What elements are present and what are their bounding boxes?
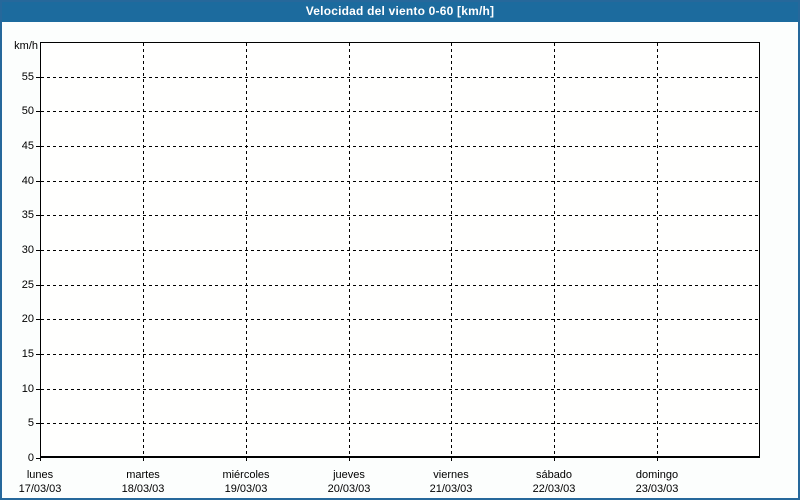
y-gridline (41, 215, 759, 216)
x-day-label: domingo (635, 469, 679, 481)
y-gridline (41, 146, 759, 147)
y-tick-label: 35 (21, 209, 34, 221)
x-day-label: viernes (433, 469, 469, 481)
y-tick (36, 285, 40, 286)
x-tick (554, 458, 555, 461)
y-tick (36, 319, 40, 320)
y-tick-label: 30 (21, 244, 34, 256)
x-date-label: 19/03/03 (224, 483, 268, 495)
x-tick (40, 458, 41, 461)
x-date-label: 18/03/03 (121, 483, 165, 495)
y-tick (36, 181, 40, 182)
x-day-label: jueves (333, 469, 365, 481)
y-tick (36, 389, 40, 390)
y-tick (36, 77, 40, 78)
x-gridline (554, 43, 555, 456)
y-tick-label: 10 (21, 383, 34, 395)
y-gridline (41, 389, 759, 390)
chart-title-bar: Velocidad del viento 0-60 [km/h] (0, 0, 800, 22)
y-tick-label: 20 (21, 313, 34, 325)
y-tick-label: 15 (21, 348, 34, 360)
x-date-label: 21/03/03 (429, 483, 473, 495)
x-day-label: martes (126, 469, 160, 481)
x-date-label: 17/03/03 (18, 483, 62, 495)
y-tick (36, 250, 40, 251)
y-gridline (41, 319, 759, 320)
y-tick-label: 25 (21, 279, 34, 291)
x-gridline (143, 43, 144, 456)
x-gridline (349, 43, 350, 456)
y-gridline (41, 285, 759, 286)
x-gridline (451, 43, 452, 456)
y-tick-label: 0 (27, 452, 34, 464)
x-tick (246, 458, 247, 461)
y-tick (36, 215, 40, 216)
x-day-label: lunes (26, 469, 54, 481)
y-tick (36, 423, 40, 424)
x-date-label: 20/03/03 (327, 483, 371, 495)
x-gridline (246, 43, 247, 456)
x-tick (657, 458, 658, 461)
x-date-label: 22/03/03 (532, 483, 576, 495)
x-tick (143, 458, 144, 461)
x-date-label: 23/03/03 (635, 483, 679, 495)
x-day-label: miércoles (222, 469, 270, 481)
y-tick (36, 146, 40, 147)
x-tick (349, 458, 350, 461)
y-gridline (41, 423, 759, 424)
chart-title: Velocidad del viento 0-60 [km/h] (305, 4, 495, 18)
y-axis-unit-label: km/h (14, 40, 38, 52)
y-tick-label: 45 (21, 140, 34, 152)
y-gridline (41, 181, 759, 182)
y-tick-label: 55 (21, 71, 34, 83)
y-tick-label: 5 (27, 417, 34, 429)
y-tick (36, 354, 40, 355)
x-gridline (657, 43, 658, 456)
y-tick (36, 458, 40, 459)
y-gridline (41, 354, 759, 355)
x-day-label: sábado (535, 469, 573, 481)
y-gridline (41, 77, 759, 78)
y-tick (36, 111, 40, 112)
y-tick-label: 40 (21, 175, 34, 187)
x-tick (451, 458, 452, 461)
y-gridline (41, 250, 759, 251)
y-tick-label: 50 (21, 105, 34, 117)
y-gridline (41, 111, 759, 112)
